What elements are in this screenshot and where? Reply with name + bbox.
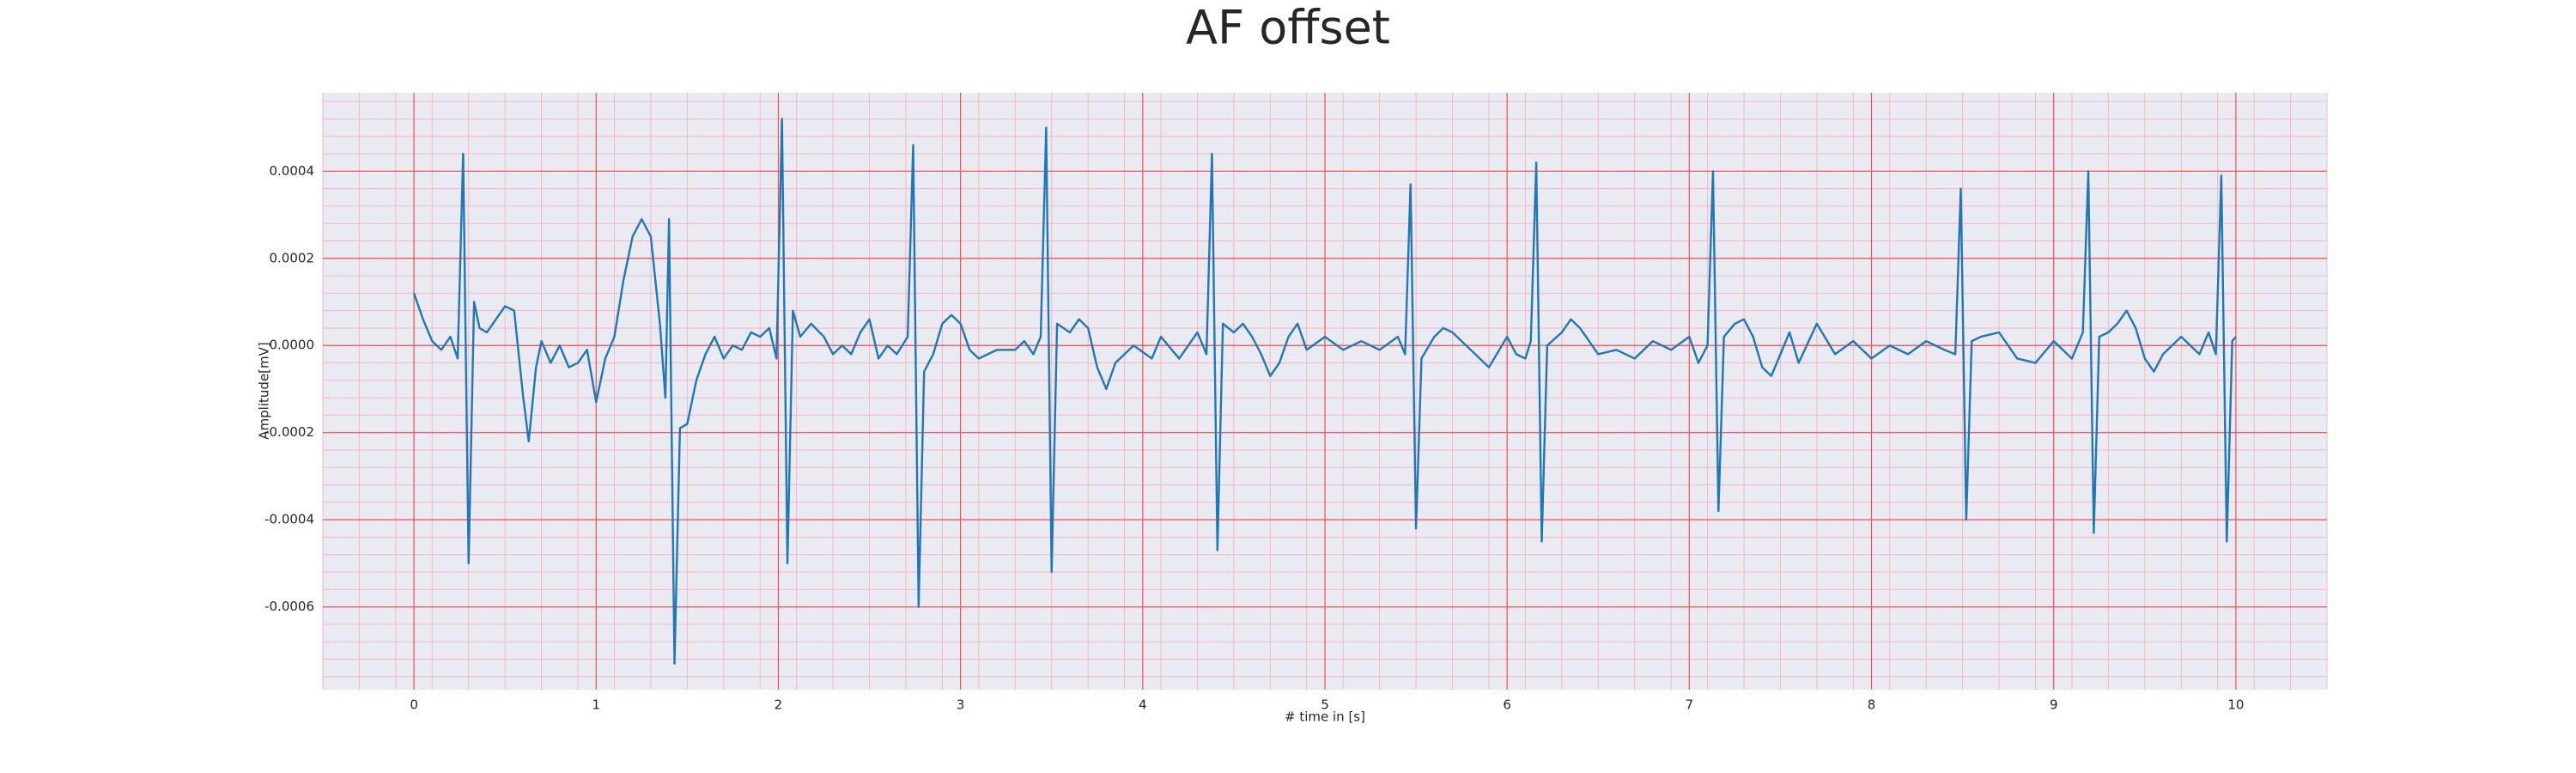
x-tick-label: 5: [1321, 697, 1329, 713]
x-tick-label: 8: [1868, 697, 1876, 713]
x-tick-label: 10: [2227, 697, 2244, 713]
x-tick-label: 2: [775, 697, 783, 713]
series-line: [412, 118, 2237, 665]
y-tick-label: -0.0002: [264, 424, 314, 440]
x-tick-label: 0: [410, 697, 418, 713]
y-tick-label: -0.0006: [264, 599, 314, 614]
x-tick-label: 7: [1686, 697, 1694, 713]
x-tick-label: 6: [1503, 697, 1511, 713]
y-tick-label: 0.0002: [270, 250, 315, 265]
x-tick-label: 3: [957, 697, 965, 713]
x-tick-label: 1: [592, 697, 600, 713]
x-tick-label: 4: [1139, 697, 1147, 713]
x-tick-label: 9: [2050, 697, 2058, 713]
y-axis-label: Amplitude[mV]: [257, 342, 272, 439]
y-tick-label: -0.0004: [264, 512, 314, 527]
x-axis-label: # time in [s]: [1285, 709, 1365, 725]
y-tick-label: 0.0000: [270, 338, 315, 353]
chart-title: AF offset: [1186, 1, 1390, 55]
y-tick-label: 0.0004: [270, 163, 315, 179]
